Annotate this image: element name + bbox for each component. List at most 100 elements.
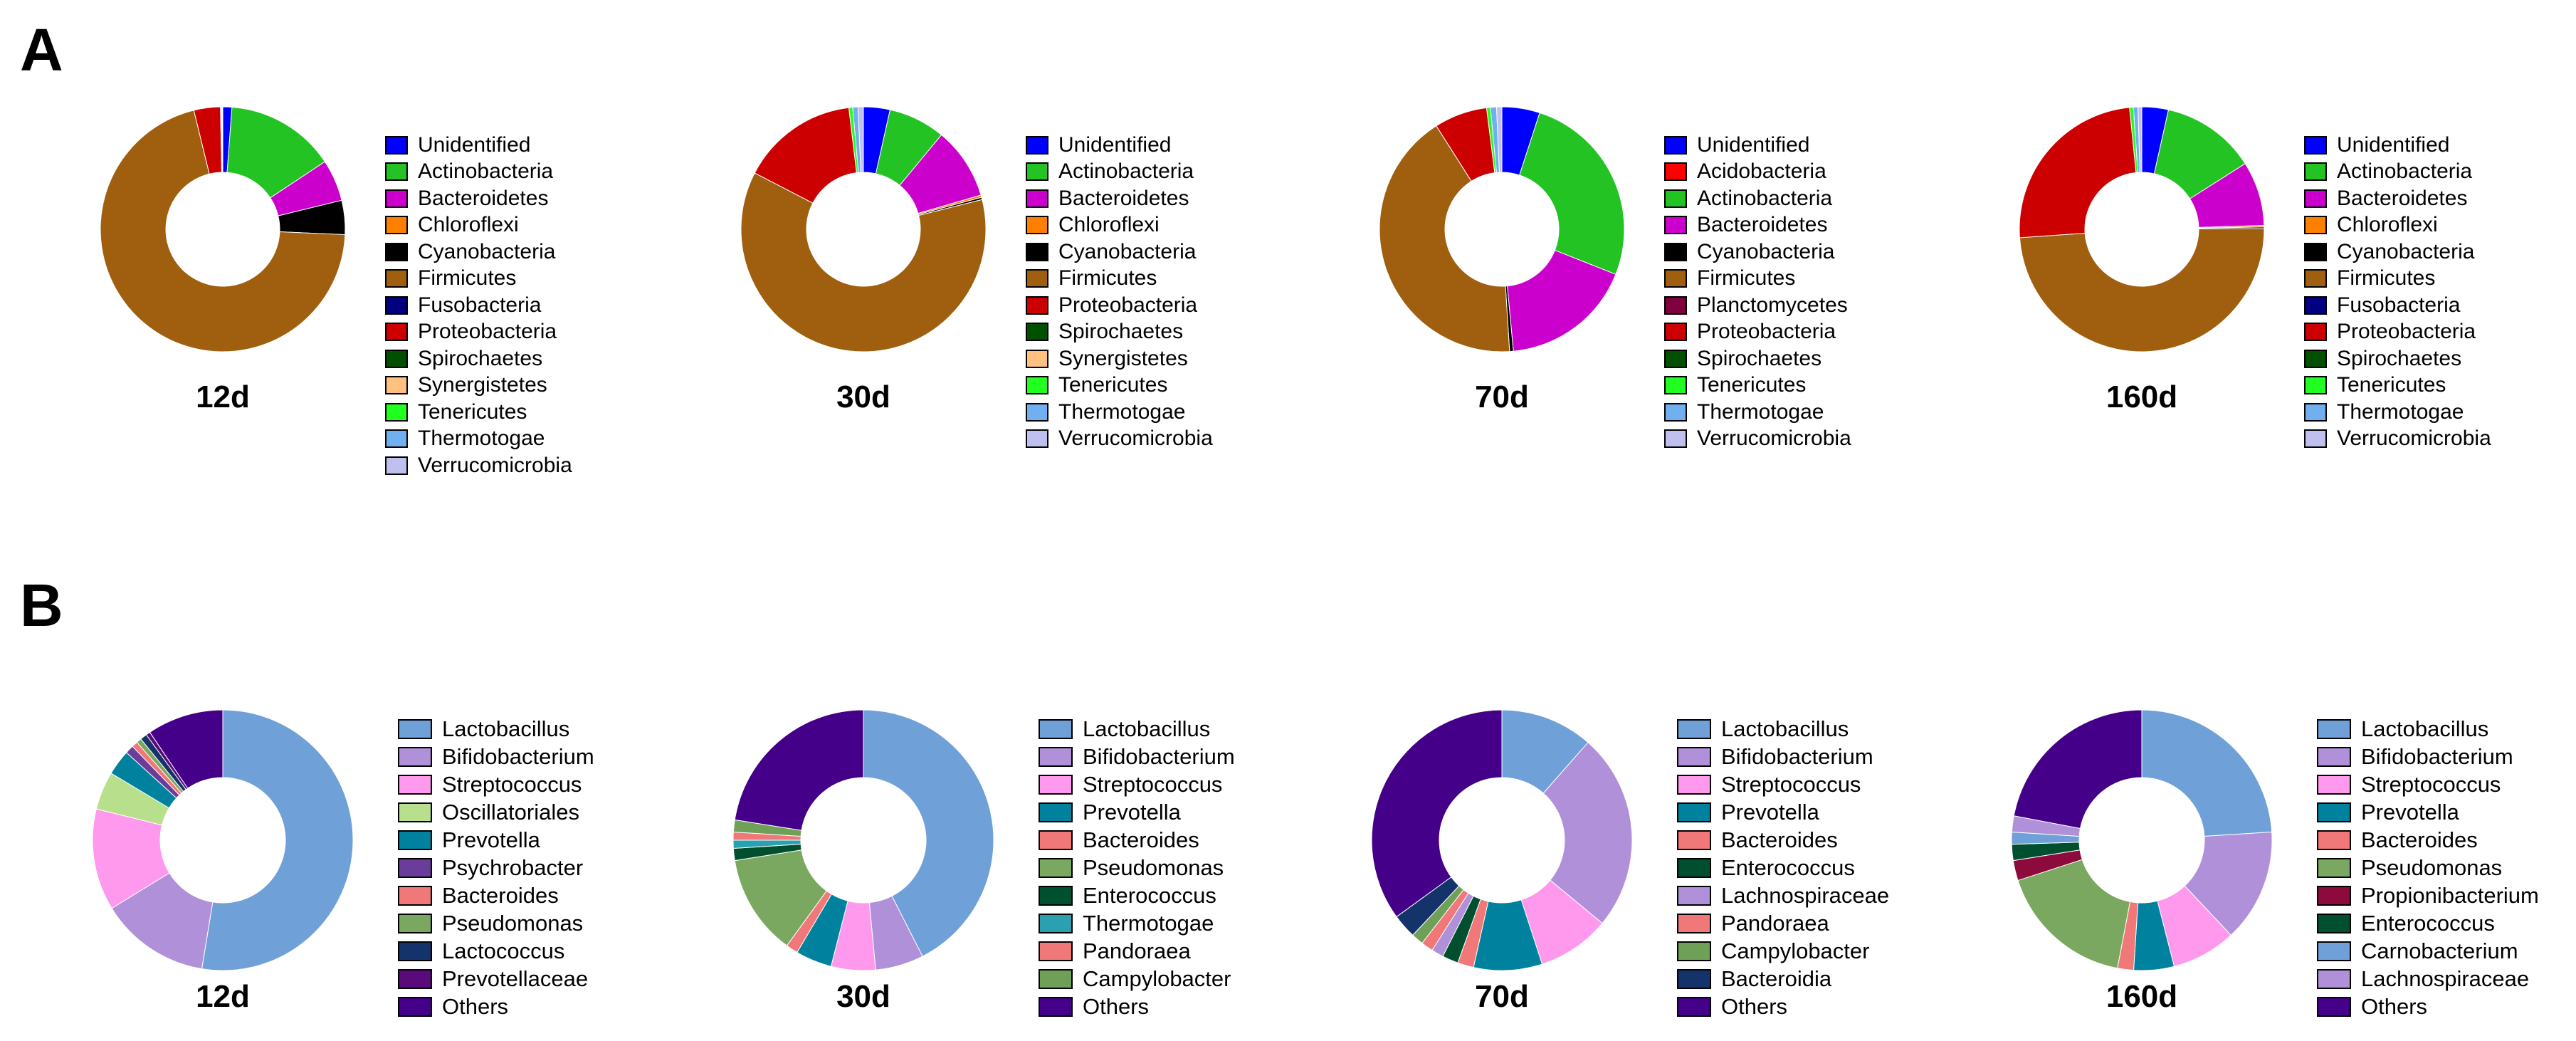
legend-swatch — [398, 941, 432, 961]
legend-item: Others — [2317, 993, 2539, 1020]
legend-swatch — [1664, 242, 1687, 261]
legend-swatch — [1026, 402, 1048, 422]
legend-label: Bacteroidetes — [2337, 186, 2468, 210]
legend-label: Prevotella — [2361, 799, 2459, 825]
legend-label: Planctomycetes — [1697, 293, 1848, 317]
legend-label: Bacteroides — [2361, 827, 2478, 852]
legend-item: Chloroflexi — [385, 212, 572, 239]
donut-slice-verrucomicrobia — [857, 106, 864, 173]
legend-item: Pandoraea — [1039, 937, 1235, 965]
legend-label: Actinobacteria — [418, 159, 554, 184]
legend-item: Synergistetes — [385, 372, 572, 399]
legend-item: Verrucomicrobia — [1664, 426, 1851, 453]
donut-slice-verrucomicrobia — [221, 106, 224, 173]
legend-item: Chloroflexi — [2304, 212, 2491, 239]
legend-item: Tenericutes — [1664, 372, 1851, 399]
legend-item: Lactobacillus — [1677, 715, 1889, 743]
legend-label: Verrucomicrobia — [2337, 427, 2491, 451]
legend-label: Bacteroides — [442, 882, 559, 908]
legend-swatch — [1677, 802, 1711, 822]
legend: Unidentified Actinobacteria Bacteroidetes C… — [385, 132, 572, 479]
donut-slice-actinobacteria — [1519, 112, 1625, 275]
legend-item: Thermotogae — [1039, 909, 1235, 937]
legend-swatch — [1664, 349, 1687, 368]
legend-label: Actinobacteria — [1697, 186, 1833, 210]
legend-item: Psychrobacter — [398, 854, 594, 882]
legend-label: Cyanobacteria — [1058, 239, 1197, 263]
legend-swatch — [1026, 349, 1048, 368]
legend-label: Spirochaetes — [1058, 320, 1184, 344]
donut-slice-others — [2013, 709, 2143, 830]
legend-item: Bifidobacterium — [1677, 743, 1889, 770]
legend-item: Bacteroides — [1677, 826, 1889, 854]
legend-item: Carnobacterium — [2317, 937, 2539, 965]
legend-label: Streptococcus — [2361, 771, 2501, 797]
legend-label: Lachnospiraceae — [1721, 882, 1890, 908]
legend-label: Verrucomicrobia — [418, 453, 572, 477]
legend-label: Others — [2361, 993, 2428, 1019]
legend-label: Tenericutes — [1697, 373, 1807, 397]
legend-label: Synergistetes — [1058, 346, 1188, 370]
legend-item: Pandoraea — [1677, 909, 1889, 937]
legend-item: Verrucomicrobia — [385, 452, 572, 479]
donut-slice-lactobacillus — [863, 709, 994, 957]
legend-swatch — [1026, 135, 1048, 155]
donut-slice-firmicutes — [100, 110, 346, 352]
legend-swatch — [398, 718, 432, 739]
legend-item: Pseudomonas — [2317, 854, 2539, 882]
legend-item: Unidentified — [1664, 132, 1851, 159]
legend-swatch — [1039, 746, 1073, 767]
legend-swatch — [1664, 162, 1687, 182]
legend-swatch — [1026, 162, 1048, 182]
legend-swatch — [2317, 968, 2351, 989]
donut-slice-others — [734, 709, 864, 831]
legend-swatch — [1677, 941, 1711, 961]
legend-label: Bifidobacterium — [1721, 743, 1873, 769]
legend-item: Proteobacteria — [2304, 319, 2491, 346]
legend-swatch — [385, 242, 408, 261]
legend-swatch — [385, 295, 408, 315]
legend-swatch — [1026, 269, 1048, 288]
legend-item: Pseudomonas — [398, 909, 594, 937]
legend-swatch — [2317, 996, 2351, 1017]
legend-swatch — [2304, 242, 2327, 261]
legend-swatch — [398, 802, 432, 822]
legend-swatch — [1039, 996, 1073, 1017]
legend-item: Actinobacteria — [1664, 185, 1851, 212]
legend-swatch — [385, 429, 408, 449]
legend-swatch — [2304, 216, 2327, 235]
donut-slice-bifidobacterium — [1542, 742, 1633, 924]
legend-label: Actinobacteria — [2337, 159, 2473, 184]
legend-swatch — [398, 885, 432, 906]
legend-item: Others — [398, 993, 594, 1020]
legend-item: Enterococcus — [1677, 854, 1889, 882]
legend-item: Spirochaetes — [1664, 345, 1851, 372]
legend-item: Others — [1039, 993, 1235, 1020]
legend-swatch — [1677, 996, 1711, 1017]
legend-item: Spirochaetes — [385, 345, 572, 372]
legend-item: Planctomycetes — [1664, 292, 1851, 319]
legend-swatch — [398, 774, 432, 795]
legend-swatch — [2304, 323, 2327, 342]
legend-swatch — [2317, 746, 2351, 767]
legend-label: Streptococcus — [1083, 771, 1223, 797]
legend-item: Firmicutes — [1664, 266, 1851, 293]
legend-item: Cyanobacteria — [2304, 239, 2491, 266]
legend-swatch — [2317, 830, 2351, 850]
legend-label: Thermotogae — [1083, 910, 1214, 936]
chart-title: 30d — [836, 979, 890, 1014]
donut-slice-others — [149, 709, 224, 789]
legend-item: Streptococcus — [2317, 770, 2539, 798]
legend: Unidentified Actinobacteria Bacteroidetes C… — [1026, 132, 1213, 452]
legend: Lactobacillus Bifidobacterium Streptococcu… — [2317, 715, 2539, 1020]
chart-title: 160d — [2106, 979, 2178, 1014]
legend-item: Thermotogae — [1026, 399, 1213, 426]
legend-label: Bacteroides — [1083, 827, 1199, 852]
donut-slice-actinobacteria — [226, 106, 326, 199]
legend-item: Actinobacteria — [2304, 159, 2491, 186]
legend-swatch — [1039, 885, 1073, 906]
donut-slice-bifidobacterium — [2184, 831, 2273, 936]
legend-label: Cyanobacteria — [2337, 239, 2475, 263]
legend-label: Pseudomonas — [1083, 854, 1224, 880]
